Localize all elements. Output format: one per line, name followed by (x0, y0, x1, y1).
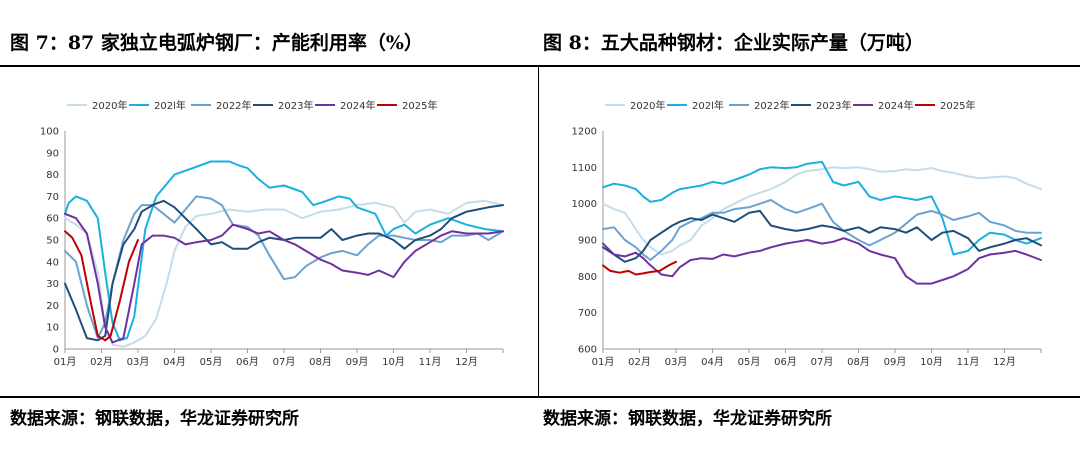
y-tick-label: 20 (46, 301, 59, 312)
x-tick-label: 02月 (90, 356, 113, 368)
y-tick-label: 1000 (572, 199, 597, 210)
legend-label-2025: 2025年 (940, 99, 975, 112)
legend-label-2022: 2022年 (754, 99, 789, 112)
legend-label-2020: 2020年 (92, 99, 127, 112)
x-tick-label: 04月 (701, 356, 724, 368)
bottom-rule (0, 396, 1080, 398)
figure-8-source: 数据来源：钢联数据，华龙证券研究所 (543, 409, 832, 429)
x-tick-label: 04月 (163, 356, 186, 368)
legend-label-2022: 2022年 (216, 99, 251, 112)
series-line-2024 (602, 237, 1042, 285)
y-tick-label: 30 (46, 279, 59, 290)
x-tick-label: 10月 (382, 356, 405, 368)
x-tick-label: 02月 (628, 356, 651, 368)
series-line-2020 (602, 166, 1042, 256)
x-tick-label: 12月 (993, 356, 1016, 368)
x-tick-label: 05月 (738, 356, 761, 368)
x-tick-label: 09月 (884, 356, 907, 368)
x-tick-label: 11月 (957, 356, 980, 368)
legend-label-2023: 2023年 (278, 99, 313, 112)
legend-label-202l: 202l年 (692, 99, 724, 112)
x-tick-label: 12月 (455, 356, 478, 368)
x-tick-label: 09月 (346, 356, 369, 368)
legend-label-2024: 2024年 (340, 99, 375, 112)
y-tick-label: 90 (46, 148, 59, 159)
legend-label-2024: 2024年 (878, 99, 913, 112)
y-tick-label: 40 (46, 257, 59, 268)
x-tick-label: 05月 (200, 356, 223, 368)
series-line-2025 (602, 260, 677, 276)
series-line-202l (64, 160, 504, 342)
y-tick-label: 0 (53, 345, 59, 356)
y-tick-label: 1200 (572, 127, 597, 138)
y-tick-label: 600 (578, 345, 597, 356)
figure-7-source: 数据来源：钢联数据，华龙证券研究所 (10, 409, 299, 429)
x-tick-label: 07月 (811, 356, 834, 368)
series-line-202l (602, 160, 1042, 256)
figure-7-title: 图 7：87 家独立电弧炉钢厂：产能利用率（%） (10, 32, 423, 54)
steel-output-chart: 2020年 202l年 2022年 2023年 2024年 2025年 600 700 800 9… (572, 99, 1042, 368)
y-tick-label: 100 (40, 127, 59, 138)
y-tick-label: 10 (46, 323, 59, 334)
x-tick-label: 08月 (847, 356, 870, 368)
series-line-2022 (64, 195, 504, 340)
y-tick-label: 800 (578, 272, 597, 283)
series-line-2022 (602, 199, 1042, 261)
eaf-utilization-chart: 2020年 202l年 2022年 2023年 2024年 2025年 0 10 20 30 40 5… (40, 99, 504, 368)
x-tick-label: 03月 (665, 356, 688, 368)
x-tick-label: 07月 (273, 356, 296, 368)
legend-label-2025: 2025年 (402, 99, 437, 112)
legend-label-202l: 202l年 (154, 99, 186, 112)
series-line-2024 (64, 212, 504, 344)
series-line-2023 (602, 209, 1042, 263)
y-tick-label: 700 (578, 308, 597, 319)
y-tick-label: 80 (46, 170, 59, 181)
x-tick-label: 06月 (774, 356, 797, 368)
x-tick-label: 01月 (592, 356, 615, 368)
series-line-2025 (64, 230, 139, 342)
y-tick-label: 60 (46, 214, 59, 225)
x-tick-label: 06月 (236, 356, 259, 368)
x-tick-label: 10月 (920, 356, 943, 368)
x-tick-label: 03月 (127, 356, 150, 368)
legend-label-2023: 2023年 (816, 99, 851, 112)
figure-8-title: 图 8：五大品种钢材：企业实际产量（万吨） (543, 32, 924, 54)
y-tick-label: 70 (46, 192, 59, 203)
y-tick-label: 50 (46, 236, 59, 247)
legend-label-2020: 2020年 (630, 99, 665, 112)
top-rule (0, 65, 1080, 67)
x-tick-label: 01月 (54, 356, 77, 368)
series-line-2023 (64, 199, 504, 342)
x-tick-label: 08月 (309, 356, 332, 368)
panel-divider (538, 66, 539, 396)
y-tick-label: 1100 (572, 163, 597, 174)
x-tick-label: 11月 (419, 356, 442, 368)
series-line-2020 (64, 199, 504, 348)
y-tick-label: 900 (578, 236, 597, 247)
